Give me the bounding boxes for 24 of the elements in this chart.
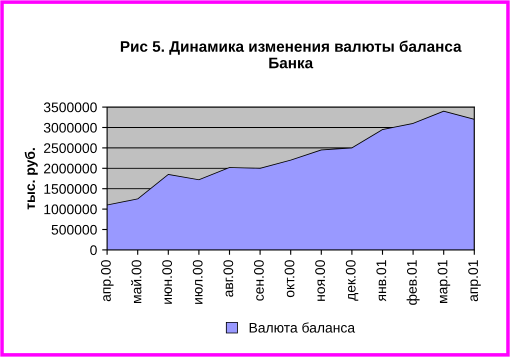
y-tick-label: 500000 [52,224,97,235]
x-tick-label: окт.00 [284,260,294,298]
chart-title: Рис 5. Динамика изменения валюты баланса Банка [120,40,462,68]
x-tick-label: июн.00 [162,260,172,304]
x-tick-label: сен.00 [254,260,264,301]
y-tick-label: 2000000 [44,164,97,174]
x-tick-label: апр.01 [468,260,481,302]
legend-label: Валюта баланса [250,322,356,333]
x-tick-label: янв.01 [376,260,386,302]
y-tick-label: 1000000 [44,204,97,214]
y-tick-label: 3000000 [44,122,97,133]
x-tick-label: ноя.00 [315,260,326,301]
x-tick-label: фев.01 [406,260,420,305]
x-tick-label: авг.00 [223,260,234,297]
x-tick-label: дек.00 [346,260,358,301]
x-tick-label: май.00 [130,260,142,303]
x-tick-label: апр.00 [100,260,114,302]
y-tick-label: 3500000 [44,102,97,112]
y-tick-label: 1500000 [44,184,97,194]
x-tick-label: мар.01 [438,260,450,303]
y-tick-label: 2500000 [44,143,97,154]
y-tick-label: 0 [90,245,97,256]
x-tick-label: июл.00 [192,260,203,304]
y-axis-title: тыс. руб. [24,148,38,210]
